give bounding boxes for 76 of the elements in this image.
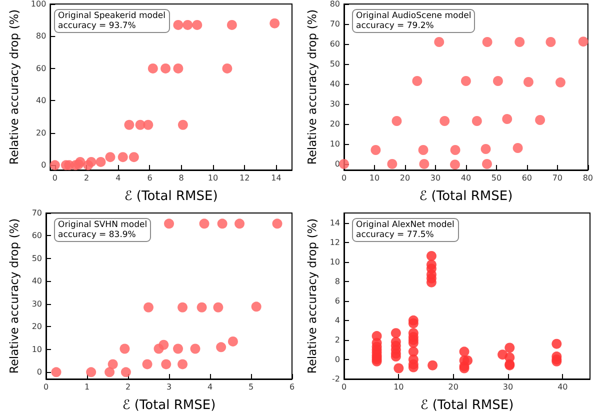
x-tick-label: 4 [116, 174, 121, 182]
y-axis-title: Relative accuracy drop (%) [7, 9, 21, 165]
x-tick-label: 30 [502, 382, 514, 391]
annotation: accuracy = 79.2% [356, 21, 434, 31]
x-tick-label: 0 [341, 174, 347, 182]
x-axis-title: ℰ (Total RMSE) [124, 189, 218, 204]
x-tick-label: 5 [248, 382, 254, 391]
x-tick-label: 50 [491, 174, 502, 182]
y-tick-label: 6 [334, 296, 340, 305]
y-tick-label: 14 [330, 218, 340, 227]
annotation: Original AudioScene model [356, 11, 472, 21]
y-tick-label: 70 [330, 20, 340, 28]
x-tick-label: 60 [522, 174, 532, 182]
y-axis-title: Relative accuracy drop (%) [305, 218, 319, 374]
y-tick-label: 40 [36, 96, 46, 106]
y-tick-label: 80 [330, 0, 340, 8]
y-tick-label: 100 [30, 0, 46, 8]
x-tick-label: 3 [166, 382, 172, 391]
y-tick-label: 20 [330, 120, 340, 128]
x-tick-label: 8 [178, 174, 184, 182]
x-tick-label: 70 [552, 174, 563, 182]
y-tick-label: 0 [36, 367, 42, 376]
annotation: Original SVHN model [58, 220, 148, 230]
y-tick-label: 70 [32, 208, 42, 217]
y-tick-label: 40 [330, 80, 340, 88]
x-tick-label: 10 [208, 174, 218, 182]
x-axis-title: ℰ (Total RMSE) [420, 398, 514, 412]
annotation: Original AlexNet model [356, 220, 454, 230]
y-tick-label: 60 [330, 40, 340, 48]
y-axis-title: Relative accuracy drop (%) [305, 9, 319, 165]
x-tick-label: 1 [84, 382, 90, 391]
x-axis-title: ℰ (Total RMSE) [419, 189, 513, 204]
y-tick-label: 50 [330, 60, 340, 68]
annotation: accuracy = 93.7% [58, 21, 136, 31]
y-tick-label: 40 [32, 276, 42, 286]
x-tick-label: 2 [84, 174, 90, 182]
y-tick-label: 50 [32, 253, 42, 262]
annotation: Original Speakerid model [58, 11, 166, 21]
y-tick-label: 8 [334, 276, 340, 286]
y-tick-label: -2 [332, 374, 340, 383]
x-tick-label: 10 [369, 174, 380, 182]
y-tick-label: 0 [334, 160, 340, 168]
y-tick-label: 30 [32, 298, 42, 308]
y-tick-label: 60 [32, 230, 42, 240]
x-tick-label: 12 [239, 174, 250, 182]
y-tick-label: 12 [330, 237, 340, 246]
y-tick-label: 20 [36, 128, 46, 138]
y-tick-label: 0 [334, 354, 340, 364]
x-tick-label: 2 [125, 382, 131, 391]
x-tick-label: 0 [341, 382, 347, 391]
y-axis-title: Relative accuracy drop (%) [7, 218, 21, 374]
y-tick-label: 80 [36, 32, 46, 41]
y-tick-label: 30 [330, 100, 340, 108]
y-tick-label: 20 [32, 322, 42, 331]
x-tick-label: 20 [400, 174, 410, 182]
x-tick-label: 80 [582, 174, 594, 182]
x-tick-label: 4 [207, 382, 213, 391]
y-tick-label: 10 [330, 256, 340, 266]
y-tick-label: 60 [36, 64, 46, 73]
x-tick-label: 40 [558, 382, 568, 391]
x-axis-title: ℰ (Total RMSE) [122, 398, 216, 412]
x-tick-label: 6 [289, 382, 295, 391]
y-tick-label: 4 [334, 315, 340, 324]
x-tick-label: 6 [147, 174, 152, 182]
x-tick-label: 0 [52, 174, 58, 182]
x-tick-label: 30 [430, 174, 441, 182]
x-tick-label: 14 [271, 174, 282, 182]
annotation: accuracy = 77.5% [356, 230, 434, 240]
y-tick-label: 10 [330, 140, 340, 148]
annotation: accuracy = 83.9% [58, 230, 136, 240]
x-tick-label: 20 [448, 382, 458, 391]
y-tick-label: 2 [334, 334, 340, 344]
x-tick-label: 40 [460, 174, 472, 182]
x-tick-label: 10 [394, 382, 404, 391]
y-tick-label: 0 [41, 160, 46, 170]
y-tick-label: 10 [32, 344, 42, 354]
